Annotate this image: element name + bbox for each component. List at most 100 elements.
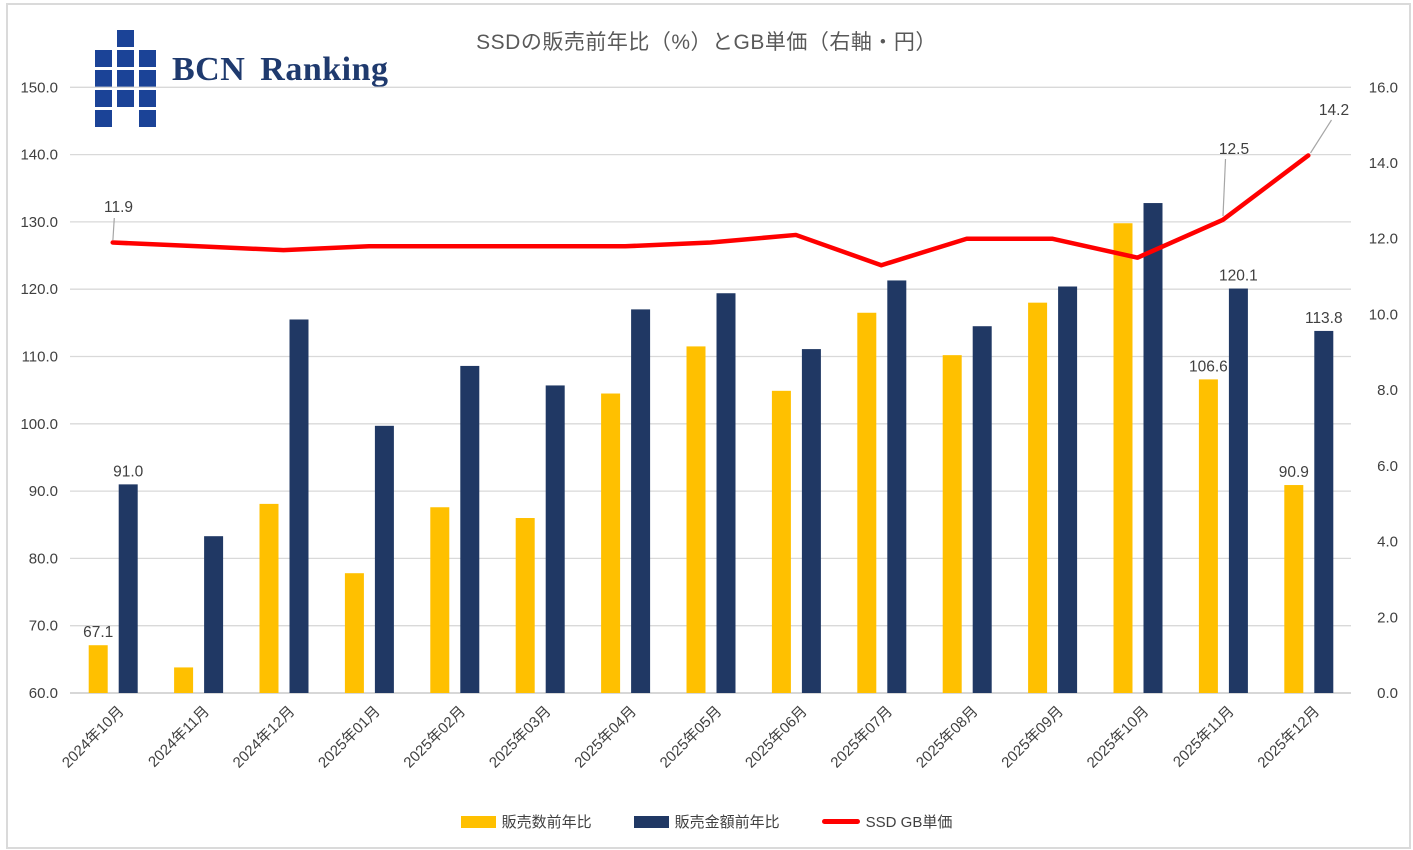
- left-axis-tick-label: 140.0: [20, 147, 58, 164]
- logo-square: [117, 30, 134, 47]
- x-axis-label: 2025年01月: [315, 703, 384, 772]
- bar-sales-amount: [716, 293, 736, 693]
- right-axis-tick-label: 6.0: [1377, 458, 1398, 475]
- bar-sales-amount: [631, 309, 651, 693]
- bar-sales-amount: [204, 536, 224, 693]
- bar-sales-units: [515, 518, 535, 693]
- right-axis-tick-label: 4.0: [1377, 534, 1398, 551]
- bcn-logo-icon: [95, 30, 156, 127]
- legend-item-sales-units: 販売数前年比: [460, 811, 592, 832]
- bar-sales-units: [1198, 379, 1218, 693]
- bar-sales-units: [88, 645, 108, 693]
- right-axis-tick-label: 16.0: [1369, 79, 1398, 96]
- sales-amount-swatch: [633, 815, 669, 828]
- left-axis-tick-label: 130.0: [20, 214, 58, 231]
- bar-data-label: 90.9: [1279, 464, 1309, 481]
- left-axis-tick-label: 120.0: [20, 281, 58, 298]
- x-axis-label: 2024年12月: [230, 703, 299, 772]
- logo-square: [139, 90, 156, 107]
- right-axis-tick-label: 12.0: [1369, 231, 1398, 248]
- x-axis-label: 2025年04月: [571, 703, 640, 772]
- gb-price-line-swatch: [821, 819, 860, 824]
- legend-label-gb-price: SSD GB単価: [865, 814, 953, 831]
- bar-sales-units: [771, 390, 791, 693]
- logo-square: [95, 110, 112, 127]
- bar-sales-amount: [1058, 286, 1078, 693]
- left-axis-tick-label: 90.0: [29, 483, 58, 500]
- logo-square: [95, 50, 112, 67]
- legend-label-sales-units: 販売数前年比: [501, 814, 592, 831]
- bar-sales-units: [1113, 223, 1133, 693]
- bar-sales-amount: [289, 319, 309, 693]
- x-axis-label: 2025年09月: [998, 703, 1067, 772]
- x-axis-label: 2025年03月: [486, 703, 555, 772]
- bar-sales-amount: [374, 425, 394, 693]
- bar-sales-amount: [887, 280, 907, 693]
- line-data-label: 14.2: [1319, 102, 1349, 119]
- logo-square: [139, 110, 156, 127]
- bar-data-label: 106.6: [1189, 358, 1228, 375]
- bar-data-label: 120.1: [1219, 268, 1258, 285]
- left-axis-tick-label: 60.0: [29, 685, 58, 702]
- bar-sales-units: [344, 573, 364, 693]
- x-axis-label: 2024年10月: [59, 703, 128, 772]
- bar-sales-units: [174, 667, 194, 693]
- chart-legend: 販売数前年比 販売金額前年比 SSD GB単価: [0, 811, 1413, 832]
- x-axis-label: 2025年05月: [657, 703, 726, 772]
- bar-sales-amount: [460, 365, 480, 693]
- bar-sales-amount: [1143, 203, 1163, 693]
- logo-square: [95, 70, 112, 87]
- left-axis-tick-label: 80.0: [29, 550, 58, 567]
- legend-item-sales-amount: 販売金額前年比: [633, 811, 780, 832]
- left-axis-tick-label: 110.0: [22, 349, 58, 366]
- bar-sales-amount: [545, 385, 565, 693]
- x-axis-label: 2024年11月: [145, 703, 213, 771]
- left-axis-tick-label: 100.0: [20, 416, 58, 433]
- x-axis-label: 2025年12月: [1254, 703, 1323, 772]
- bar-sales-units: [430, 507, 450, 693]
- sales-units-swatch: [460, 815, 496, 828]
- leader-line: [1222, 158, 1227, 217]
- legend-item-gb-price: SSD GB単価: [821, 811, 953, 832]
- x-axis-label: 2025年11月: [1170, 703, 1238, 771]
- chart-title: SSDの販売前年比（%）とGB単価（右軸・円）: [476, 31, 937, 54]
- left-axis-tick-label: 150.0: [20, 79, 58, 96]
- bar-sales-units: [942, 355, 962, 693]
- line-data-label: 12.5: [1219, 141, 1249, 158]
- logo-square: [139, 70, 156, 87]
- bar-sales-units: [857, 312, 877, 693]
- bar-data-label: 91.0: [113, 463, 144, 480]
- bar-sales-amount: [118, 484, 138, 693]
- bar-sales-units: [259, 503, 279, 693]
- bar-sales-amount: [972, 326, 992, 693]
- leader-line: [1309, 119, 1333, 154]
- x-axis-label: 2025年10月: [1084, 703, 1153, 772]
- line-gb-price: [110, 153, 1311, 268]
- bar-sales-units: [686, 346, 706, 693]
- x-axis-label: 2025年07月: [827, 703, 896, 772]
- right-axis-tick-label: 2.0: [1377, 609, 1398, 626]
- x-axis-label: 2025年06月: [742, 703, 811, 772]
- logo-square: [117, 90, 134, 107]
- left-axis-tick-label: 70.0: [29, 618, 58, 635]
- bcn-ranking-logo: BCN Ranking: [95, 30, 388, 127]
- bar-sales-units: [1028, 302, 1048, 693]
- right-axis-tick-label: 14.0: [1369, 155, 1398, 172]
- bar-sales-amount: [1228, 288, 1248, 693]
- legend-label-sales-amount: 販売金額前年比: [674, 814, 780, 831]
- x-axis-label: 2025年02月: [400, 703, 469, 772]
- leader-line: [112, 217, 115, 241]
- logo-square: [139, 50, 156, 67]
- logo-square: [117, 70, 134, 87]
- bar-sales-amount: [801, 349, 821, 693]
- bar-sales-units: [1284, 485, 1304, 693]
- right-axis-tick-label: 10.0: [1369, 306, 1398, 323]
- line-data-label: 11.9: [104, 199, 133, 216]
- bar-data-label: 67.1: [83, 624, 113, 641]
- bar-data-label: 113.8: [1305, 310, 1343, 327]
- right-axis-tick-label: 0.0: [1377, 685, 1398, 702]
- bar-sales-amount: [1314, 330, 1334, 693]
- bcn-logo-text: BCN Ranking: [172, 51, 389, 88]
- x-axis-label: 2025年08月: [913, 703, 982, 772]
